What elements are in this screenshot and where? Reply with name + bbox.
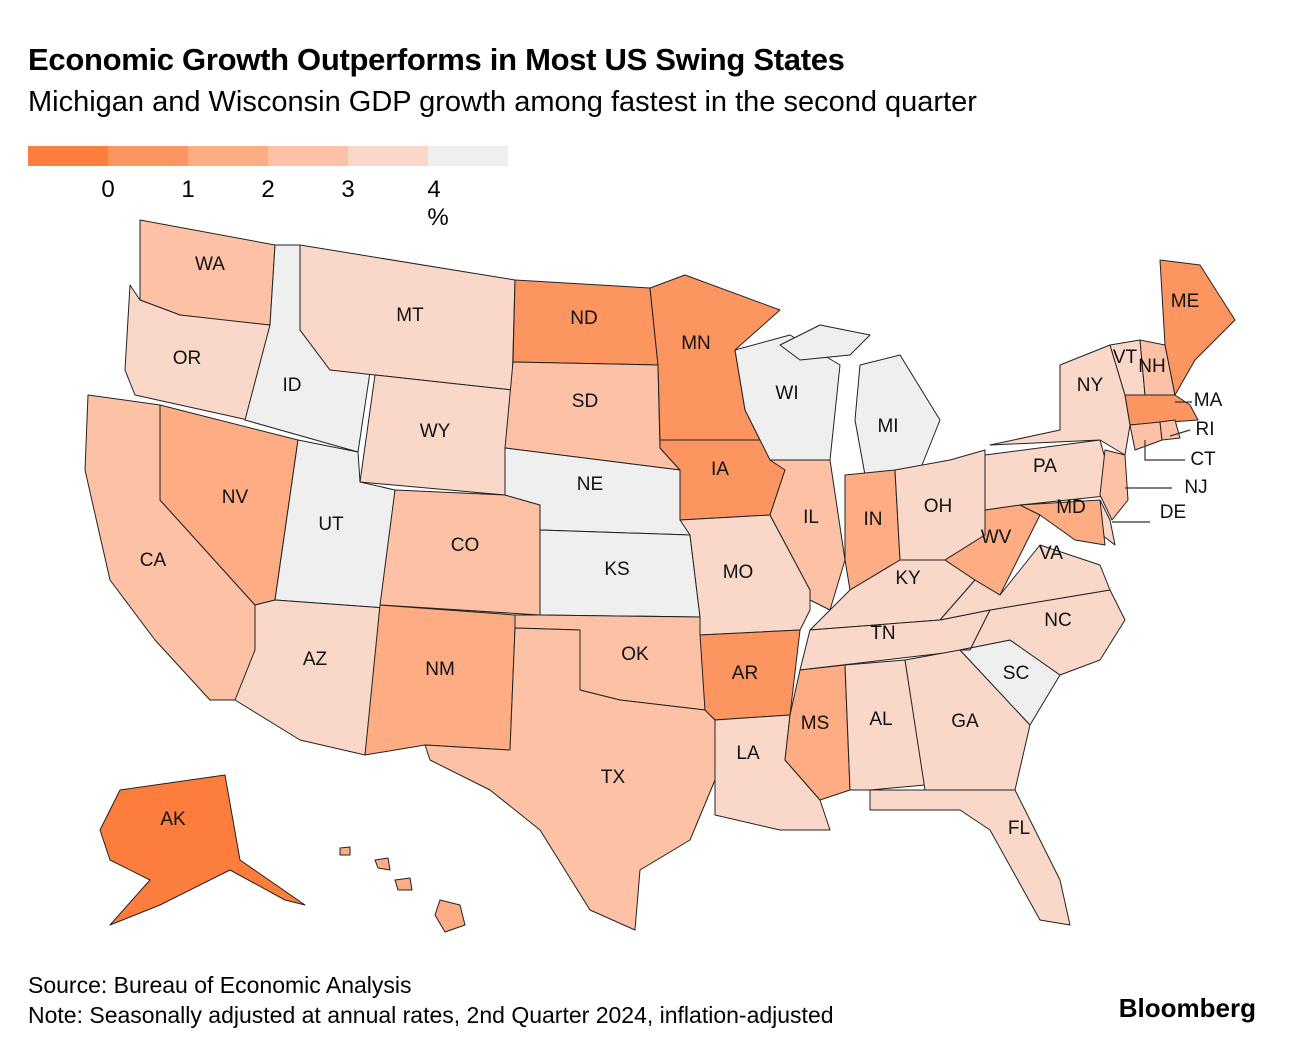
state-label-nd: ND — [570, 308, 597, 329]
state-label-ia: IA — [711, 459, 729, 480]
legend-tick-label: 2 — [261, 176, 275, 203]
state-label-pa: PA — [1033, 456, 1057, 477]
state-label-ks: KS — [604, 559, 629, 580]
state-label-md: MD — [1056, 497, 1086, 518]
state-ga[interactable] — [904, 649, 1031, 791]
legend-tick-label: 4 % — [427, 176, 449, 231]
state-label-al: AL — [869, 709, 892, 730]
footnote: Note: Seasonally adjusted at annual rate… — [28, 1002, 834, 1028]
state-label-tn: TN — [870, 623, 895, 644]
state-label-oh: OH — [924, 496, 953, 517]
source-note: Source: Bureau of Economic Analysis — [28, 972, 412, 998]
state-label-wv: WV — [981, 527, 1012, 548]
leader-line-ri — [1169, 429, 1191, 437]
state-label-fl: FL — [1008, 818, 1030, 839]
state-al[interactable] — [844, 659, 926, 791]
state-label-sc: SC — [1003, 663, 1029, 684]
state-label-va: VA — [1039, 543, 1063, 564]
state-label-me: ME — [1171, 291, 1200, 312]
state-mi[interactable] — [779, 324, 871, 361]
state-label-ok: OK — [621, 644, 649, 665]
state-label-mo: MO — [723, 562, 754, 583]
state-label-ky: KY — [895, 568, 921, 589]
state-label-ms: MS — [801, 713, 830, 734]
state-label-il: IL — [803, 507, 819, 528]
state-ny[interactable] — [989, 344, 1131, 456]
state-il[interactable] — [769, 459, 846, 611]
legend-swatch — [268, 146, 348, 166]
state-label-vt: VT — [1113, 347, 1138, 368]
state-label-nc: NC — [1044, 610, 1071, 631]
legend-tick-label: 1 — [181, 176, 195, 203]
chart-subtitle: Michigan and Wisconsin GDP growth among … — [28, 86, 977, 118]
chart-title: Economic Growth Outperforms in Most US S… — [28, 42, 845, 77]
state-nj[interactable] — [1099, 449, 1129, 521]
bloomberg-logo: Bloomberg — [1118, 993, 1256, 1023]
state-label-ar: AR — [732, 663, 758, 684]
state-ma[interactable] — [1124, 394, 1199, 426]
state-label-ne: NE — [577, 474, 603, 495]
state-label-wy: WY — [420, 421, 451, 442]
state-label-az: AZ — [303, 649, 328, 670]
state-label-mn: MN — [681, 333, 711, 354]
state-me[interactable] — [1159, 259, 1236, 396]
state-label-or: OR — [173, 348, 202, 369]
state-az[interactable] — [234, 599, 386, 756]
state-ak[interactable] — [99, 774, 306, 926]
legend-tick-label: 3 — [341, 176, 355, 203]
state-label-ak: AK — [160, 809, 186, 830]
state-fl[interactable] — [869, 789, 1071, 926]
state-label-in: IN — [864, 509, 883, 530]
state-pa[interactable] — [984, 439, 1116, 511]
legend-swatch — [348, 146, 428, 166]
state-tx[interactable] — [424, 627, 716, 931]
state-label-ca: CA — [140, 550, 167, 571]
legend-swatch — [428, 146, 508, 166]
state-label-id: ID — [283, 375, 302, 396]
state-label-nj: NJ — [1184, 477, 1207, 498]
state-label-sd: SD — [572, 391, 598, 412]
state-hi[interactable] — [339, 846, 351, 856]
state-ri[interactable] — [1159, 419, 1181, 441]
state-label-ny: NY — [1077, 375, 1104, 396]
legend-swatch — [28, 146, 108, 166]
leader-line-ct — [1144, 440, 1185, 461]
state-hi[interactable] — [374, 857, 391, 871]
state-md[interactable] — [1019, 499, 1106, 546]
state-label-ga: GA — [951, 711, 979, 732]
state-mi[interactable] — [854, 354, 941, 476]
state-label-mt: MT — [396, 305, 424, 326]
state-label-de: DE — [1160, 502, 1186, 523]
state-label-tx: TX — [601, 767, 626, 788]
state-label-mi: MI — [877, 416, 898, 437]
state-label-nh: NH — [1138, 356, 1165, 377]
state-label-wi: WI — [775, 383, 798, 404]
state-label-ut: UT — [318, 514, 344, 535]
state-label-ct: CT — [1190, 449, 1216, 470]
state-label-nv: NV — [222, 487, 249, 508]
state-label-ri: RI — [1196, 419, 1215, 440]
legend-swatch — [108, 146, 188, 166]
state-label-ma: MA — [1194, 390, 1223, 411]
legend-tick-label: 0 — [101, 176, 115, 203]
state-label-la: LA — [736, 743, 760, 764]
state-label-co: CO — [451, 535, 480, 556]
state-label-nm: NM — [425, 659, 455, 680]
state-label-wa: WA — [195, 254, 225, 275]
state-ct[interactable] — [1129, 421, 1163, 451]
state-hi[interactable] — [434, 899, 466, 933]
state-hi[interactable] — [394, 877, 413, 891]
legend-swatch — [188, 146, 268, 166]
